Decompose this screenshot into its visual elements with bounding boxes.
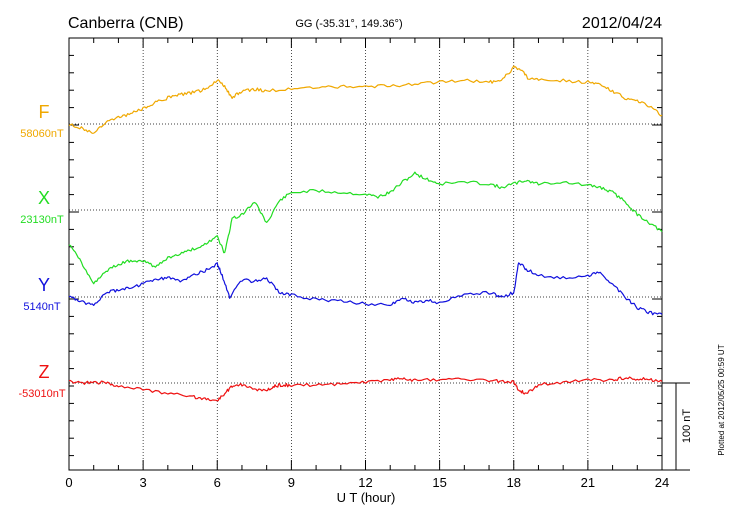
scale-bar: 100 nT [662,382,693,471]
series-line-f [68,65,663,134]
x-tick-label: 3 [140,475,147,490]
series-baseline-f: 58060nT [20,128,64,140]
x-tick-label: 9 [288,475,295,490]
series-layer [68,65,663,402]
series-baseline-x: 23130nT [20,214,64,226]
series-labels: F 58060nT X 23130nT Y 5140nT Z -53010nT [18,102,65,400]
x-tick-label: 24 [655,475,669,490]
grid [69,38,662,470]
x-tick-label: 12 [358,475,372,490]
series-name-x: X [38,188,50,208]
series-line-y [68,262,663,316]
x-axis-label: U T (hour) [337,490,396,505]
series-line-z [68,376,663,402]
x-tick-label: 15 [432,475,446,490]
x-tick-label: 21 [581,475,595,490]
x-tick-label: 18 [507,475,521,490]
date-label: 2012/04/24 [582,15,662,32]
coords-label: GG (-35.31°, 149.36°) [295,18,402,30]
series-name-y: Y [38,275,50,295]
x-tick-label: 6 [214,475,221,490]
station-title: Canberra (CNB) [68,15,184,32]
plotted-at-note: Plotted at 2012/05/25 00:59 UT [717,344,726,455]
series-baseline-y: 5140nT [23,301,61,313]
series-baseline-z: -53010nT [18,388,65,400]
series-name-z: Z [39,362,50,382]
x-tick-label: 0 [65,475,72,490]
series-line-x [68,171,663,285]
series-name-f: F [39,102,50,122]
axis-ticks: 0 3 6 9 12 15 18 21 24 [65,38,669,490]
scale-bar-label: 100 nT [681,409,693,444]
